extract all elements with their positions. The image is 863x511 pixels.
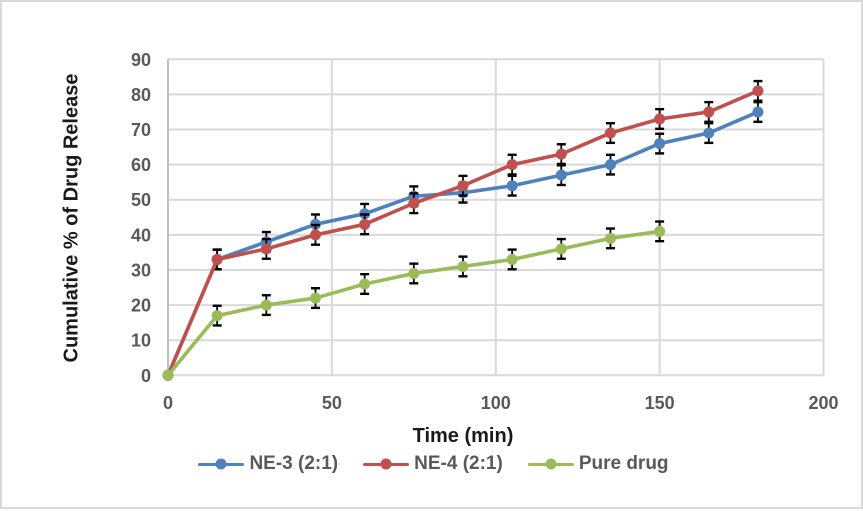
data-point-marker <box>359 278 371 290</box>
y-tick-label: 20 <box>131 296 151 316</box>
data-point-marker <box>555 243 567 255</box>
y-tick-label: 0 <box>141 366 151 386</box>
data-point-marker <box>555 148 567 160</box>
data-point-marker <box>162 369 174 381</box>
y-tick-label: 80 <box>131 85 151 105</box>
x-tick-label: 100 <box>481 393 511 413</box>
data-point-marker <box>309 292 321 304</box>
legend-label: Pure drug <box>578 453 669 474</box>
legend-item-pure-drug: Pure drug <box>527 453 669 475</box>
y-axis-title: Cumulative % of Drug Release <box>60 73 83 363</box>
data-point-marker <box>506 159 518 171</box>
x-tick-label: 150 <box>645 393 675 413</box>
data-point-marker <box>654 138 666 150</box>
legend-label: NE-3 (2:1) <box>249 453 339 474</box>
series-line <box>166 110 760 378</box>
data-point-marker <box>408 197 420 209</box>
data-point-marker <box>309 229 321 241</box>
data-point-marker <box>457 260 469 272</box>
y-tick-label: 10 <box>131 331 151 351</box>
data-point-marker <box>408 267 420 279</box>
data-point-marker <box>506 253 518 265</box>
data-point-marker <box>654 113 666 125</box>
x-axis-title: Time (min) <box>412 425 514 447</box>
data-point-marker <box>654 225 666 237</box>
data-point-marker <box>506 180 518 192</box>
y-tick-label: 90 <box>131 50 151 70</box>
y-tick-label: 70 <box>131 120 151 140</box>
data-point-marker <box>703 127 715 139</box>
x-tick-label: 200 <box>808 393 838 413</box>
data-point-marker <box>555 169 567 181</box>
data-point-marker <box>457 180 469 192</box>
x-tick-label: 50 <box>322 393 342 413</box>
y-tick-label: 40 <box>131 225 151 245</box>
y-tick-label: 30 <box>131 260 151 280</box>
data-point-marker <box>604 232 616 244</box>
y-tick-label: 60 <box>131 155 151 175</box>
legend-item-ne-3-2-1: NE-3 (2:1) <box>198 453 338 475</box>
data-point-marker <box>260 299 272 311</box>
data-point-marker <box>752 85 764 97</box>
chart-legend: NE-3 (2:1) NE-4 (2:1) Pure drug <box>2 453 863 475</box>
legend-marker-icon <box>198 458 245 471</box>
legend-item-ne-4-2-1: NE-4 (2:1) <box>363 453 503 475</box>
data-point-marker <box>211 310 223 322</box>
legend-marker-icon <box>527 458 574 471</box>
data-point-marker <box>260 243 272 255</box>
legend-label: NE-4 (2:1) <box>414 453 503 474</box>
data-point-marker <box>604 127 616 139</box>
legend-marker-icon <box>363 458 410 471</box>
series-line <box>166 89 760 378</box>
data-point-marker <box>752 106 764 118</box>
data-point-marker <box>359 218 371 230</box>
data-point-marker <box>604 159 616 171</box>
y-tick-label: 50 <box>131 190 151 210</box>
data-point-marker <box>211 253 223 265</box>
x-tick-label: 0 <box>163 393 173 413</box>
data-point-marker <box>703 106 715 118</box>
